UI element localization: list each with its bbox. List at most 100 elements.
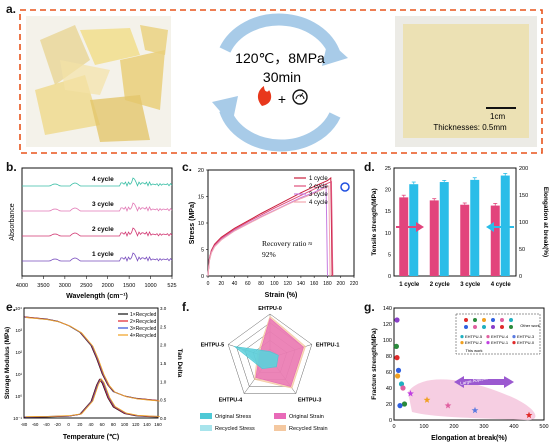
d-y2tick-label: 150 <box>519 193 528 199</box>
e-xtick-label: 20 <box>77 422 83 427</box>
scale-bar-label: 1cm <box>490 112 505 121</box>
d-ytick-label: 20 <box>385 188 391 194</box>
d-y2tick-label: 100 <box>519 220 528 226</box>
e-xtick-label: -40 <box>43 422 50 427</box>
recovery-annotation: Recovery ratio ≈ 92% <box>262 239 314 259</box>
adjustable-range-arrow <box>454 376 514 388</box>
panel-label-c: c. <box>182 160 193 174</box>
g-xtick-label: 300 <box>479 424 488 430</box>
f-legend-swatch <box>200 413 212 419</box>
plus-sign: + <box>278 91 286 107</box>
c-xtick-label: 40 <box>232 281 238 287</box>
f-legend-swatch <box>200 425 212 431</box>
ftir-curve <box>22 252 173 262</box>
f-axis-label: EHTPU-1 <box>316 342 340 348</box>
panel-f-radar-chart: EHTPU-0 EHTPU-1 EHTPU-3 EHTPU-4 EHTPU-5 Orig… <box>200 306 340 432</box>
c-legend-label: 1 cycle <box>309 176 328 182</box>
d-category-label: 3 cycle <box>460 282 481 288</box>
e-xtick-label: 120 <box>132 422 140 427</box>
right-axis-arrow <box>486 222 514 232</box>
f-legend-label: Recycled Stress <box>215 426 255 432</box>
e-ytick-label: 10⁴ <box>15 306 22 311</box>
ftir-xtick-label: 3500 <box>37 283 49 289</box>
d-bar <box>399 197 409 276</box>
c-xtick-label: 120 <box>283 281 292 287</box>
g-xtick-label: 100 <box>419 424 428 430</box>
g-legend-title-this: This work <box>465 348 482 353</box>
e-xtick-label: 40 <box>88 422 94 427</box>
g-legend-other-dot <box>464 325 468 329</box>
g-xtick-label: 0 <box>392 424 395 430</box>
e-xtick-label: 140 <box>143 422 151 427</box>
g-ytick-label: 80 <box>386 354 392 360</box>
c-xtick-label: 140 <box>297 281 306 287</box>
ftir-xtick-label: 4000 <box>16 283 28 289</box>
e-ytick-label: 10³ <box>15 328 22 333</box>
pressed-film-photo <box>395 16 537 147</box>
g-this-work-star <box>407 390 414 397</box>
process-line-2: 30min <box>263 69 301 85</box>
g-xtick-label: 200 <box>449 424 458 430</box>
ftir-xtick-label: 3000 <box>59 283 71 289</box>
g-legend-label: EHTPU-4 <box>491 334 509 339</box>
e-xtick-label: 60 <box>100 422 106 427</box>
left-axis-arrow <box>396 222 424 232</box>
e-ytick-label: 10² <box>15 350 22 355</box>
panel-label-g: g. <box>364 300 375 314</box>
e-legend-label: 2×Recycled <box>130 319 156 325</box>
f-legend-label: Original Stress <box>215 414 251 420</box>
f-axis-label: EHTPU-0 <box>258 306 282 312</box>
g-legend-other-dot <box>500 318 504 322</box>
d-bar <box>409 184 419 276</box>
g-ytick-label: 0 <box>389 418 392 424</box>
g-legend-other-dot <box>491 318 495 322</box>
g-legend-star <box>460 341 464 345</box>
c-xtick-label: 100 <box>270 281 279 287</box>
panel-d-bar-chart: Tensile strength(MPa) Elongation at brea… <box>371 166 549 288</box>
c-xtick-label: 180 <box>323 281 332 287</box>
e-ytick-label: 10⁻¹ <box>13 416 22 421</box>
gchart-ylabel: Fracture strength(MPa) <box>371 328 378 400</box>
f-legend-label: Original Strain <box>289 414 324 420</box>
e-modulus-line <box>25 317 160 402</box>
panel-c-stress-strain-chart: Stress (MPa) Strain (%) 0 20 40 60 80 100 120 1… <box>189 168 358 299</box>
g-other-work-point <box>393 343 399 349</box>
pressure-gauge-icon <box>292 89 308 105</box>
c-xtick-label: 160 <box>310 281 319 287</box>
cchart-ylabel: Stress (MPa) <box>189 202 196 244</box>
c-legend-label: 3 cycle <box>309 192 328 198</box>
ftir-xtick-label: 1000 <box>144 283 156 289</box>
e-xtick-label: 160 <box>154 422 162 427</box>
e-xtick-label: -80 <box>21 422 28 427</box>
g-xtick-label: 400 <box>509 424 518 430</box>
g-other-work-point <box>400 385 406 391</box>
g-legend-other-dot <box>482 325 486 329</box>
g-ytick-label: 140 <box>383 306 392 312</box>
gchart-xlabel: Elongation at break(%) <box>431 435 507 442</box>
g-this-work-star <box>423 396 431 403</box>
echart-y2label: Tan Delta <box>176 349 183 378</box>
ftir-curve <box>22 202 173 212</box>
g-legend-other-dot <box>491 325 495 329</box>
e-legend-label: 4×Recycled <box>130 333 156 339</box>
ftir-xtick-label: 2000 <box>102 283 114 289</box>
g-other-work-point <box>394 355 400 361</box>
flame-icon <box>257 86 272 106</box>
g-legend-star <box>460 335 464 339</box>
panel-label-f: f. <box>182 300 190 314</box>
e-tandelta-line <box>25 378 160 418</box>
c-xtick-label: 0 <box>207 281 210 287</box>
e-ytick-label: 10¹ <box>15 372 22 377</box>
ftir-curve-label: 1 cycle <box>92 251 114 258</box>
c-xtick-label: 60 <box>245 281 251 287</box>
f-grid-ring <box>227 313 313 394</box>
panel-label-a: a. <box>6 2 17 16</box>
d-ytick-label: 5 <box>388 252 391 258</box>
g-legend-other-dot <box>464 318 468 322</box>
e-xtick-label: -60 <box>32 422 39 427</box>
d-bar <box>460 204 470 276</box>
film-fragments-photo <box>26 16 171 147</box>
c-series-line <box>207 185 331 277</box>
c-ytick-label: 15 <box>198 195 204 201</box>
ftir-curve <box>22 227 173 237</box>
